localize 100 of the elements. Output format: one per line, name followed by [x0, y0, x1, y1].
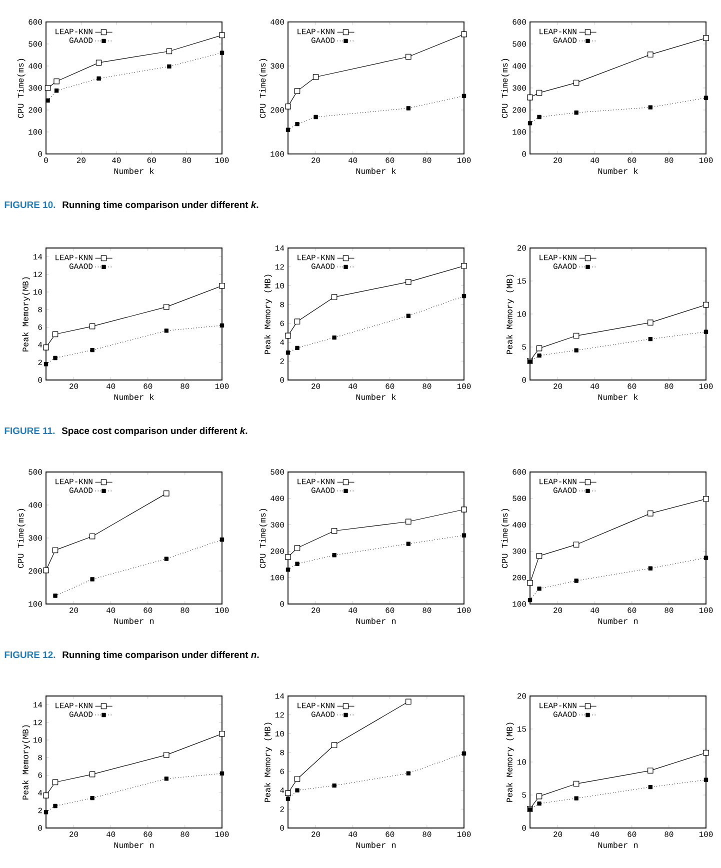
point	[44, 810, 48, 814]
y-axis-title: CPU Time(ms)	[259, 508, 268, 568]
y-axis-title: CPU Time(ms)	[501, 508, 510, 568]
point	[285, 332, 291, 339]
point	[164, 304, 170, 310]
point	[703, 35, 709, 41]
x-axis-title: Number k	[114, 394, 154, 400]
point	[294, 318, 300, 324]
point	[164, 490, 170, 496]
point	[54, 88, 59, 93]
point	[462, 751, 466, 756]
point	[704, 556, 708, 560]
y-axis-title: Peak Memory (MB)	[264, 722, 272, 802]
point	[89, 533, 96, 540]
point	[164, 556, 169, 561]
point	[703, 750, 709, 756]
point	[574, 578, 578, 583]
y-axis-title: CPU Time(ms)	[17, 58, 26, 118]
point	[43, 567, 49, 574]
point	[573, 332, 580, 339]
point	[295, 122, 300, 126]
point	[312, 74, 319, 80]
point	[285, 790, 291, 796]
y-axis-title: Peak Memory (MB)	[264, 274, 272, 354]
x-axis-title: Number n	[356, 842, 396, 848]
point	[314, 114, 318, 120]
point	[90, 348, 94, 352]
y-axis-title: CPU Time(ms)	[259, 58, 268, 118]
x-axis-title: Number n	[598, 618, 638, 624]
point	[220, 50, 224, 55]
point	[648, 320, 654, 326]
point	[648, 768, 654, 774]
text: Running time comparison under different n.	[62, 651, 259, 660]
point	[43, 792, 49, 798]
point	[220, 771, 224, 776]
point	[537, 353, 542, 358]
text: Running time comparison under different k.	[62, 201, 258, 210]
point	[44, 362, 48, 366]
point	[164, 776, 169, 781]
text: Space cost comparison under different k.	[62, 427, 248, 436]
point	[406, 279, 412, 285]
point	[332, 335, 336, 340]
point	[332, 553, 336, 558]
point	[527, 580, 533, 586]
y-axis-title: Peak Memory(MB)	[22, 277, 30, 352]
point	[294, 545, 300, 551]
point	[536, 793, 542, 800]
point	[406, 314, 411, 318]
point	[461, 31, 467, 38]
point	[462, 94, 466, 98]
y-axis-title: Peak Memory(MB)	[22, 725, 30, 800]
point	[89, 771, 96, 778]
point	[166, 48, 172, 54]
x-axis-title: Number n	[356, 618, 396, 624]
point	[528, 121, 532, 126]
point	[537, 801, 542, 806]
point	[703, 496, 709, 502]
point	[294, 776, 300, 782]
point	[295, 562, 300, 566]
point	[704, 330, 708, 334]
point	[286, 350, 290, 355]
x-axis-title: Number k	[598, 168, 638, 174]
point	[406, 698, 412, 705]
point	[536, 90, 542, 96]
point	[167, 64, 172, 69]
point	[406, 542, 411, 546]
point	[54, 78, 60, 84]
point	[536, 345, 542, 352]
point	[96, 60, 102, 66]
x-axis-title: Number k	[114, 168, 154, 174]
point	[219, 282, 225, 289]
point	[462, 533, 466, 538]
point	[52, 779, 58, 786]
point	[294, 88, 300, 94]
point	[574, 348, 578, 352]
point	[164, 328, 169, 333]
point	[648, 52, 654, 58]
point	[648, 784, 653, 790]
point	[332, 783, 336, 788]
point	[53, 804, 58, 808]
point	[219, 32, 225, 38]
point	[220, 323, 224, 328]
point	[90, 796, 94, 800]
point	[704, 96, 708, 100]
point	[285, 104, 291, 110]
point	[44, 85, 51, 91]
point	[285, 554, 291, 560]
point	[462, 294, 466, 298]
point	[461, 506, 467, 512]
point	[573, 542, 580, 548]
point	[96, 76, 101, 81]
x-axis-title: Number n	[114, 618, 154, 624]
point	[528, 598, 532, 602]
point	[704, 778, 708, 782]
point	[648, 510, 654, 516]
point	[331, 528, 338, 534]
y-axis-title: CPU Time(ms)	[17, 508, 26, 568]
point	[406, 106, 411, 110]
point	[89, 323, 96, 330]
point	[703, 302, 709, 308]
